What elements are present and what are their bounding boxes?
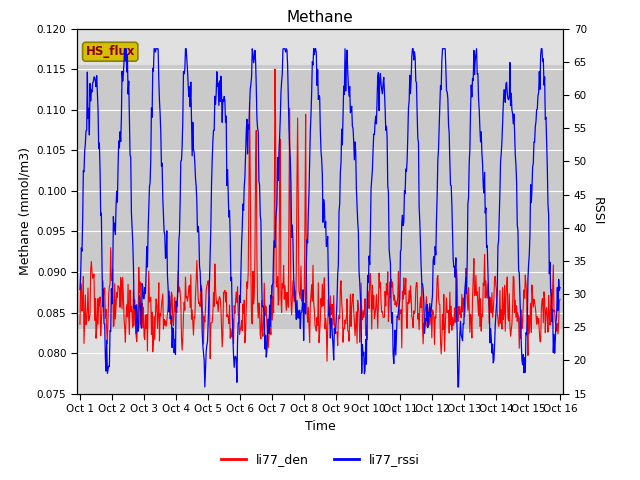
X-axis label: Time: Time bbox=[305, 420, 335, 432]
Title: Methane: Methane bbox=[287, 10, 353, 25]
Bar bbox=[77, 65, 563, 329]
Y-axis label: Methane (mmol/m3): Methane (mmol/m3) bbox=[18, 147, 31, 275]
Legend: li77_den, li77_rssi: li77_den, li77_rssi bbox=[216, 448, 424, 471]
Text: HS_flux: HS_flux bbox=[86, 45, 135, 58]
Y-axis label: RSSI: RSSI bbox=[591, 197, 604, 226]
